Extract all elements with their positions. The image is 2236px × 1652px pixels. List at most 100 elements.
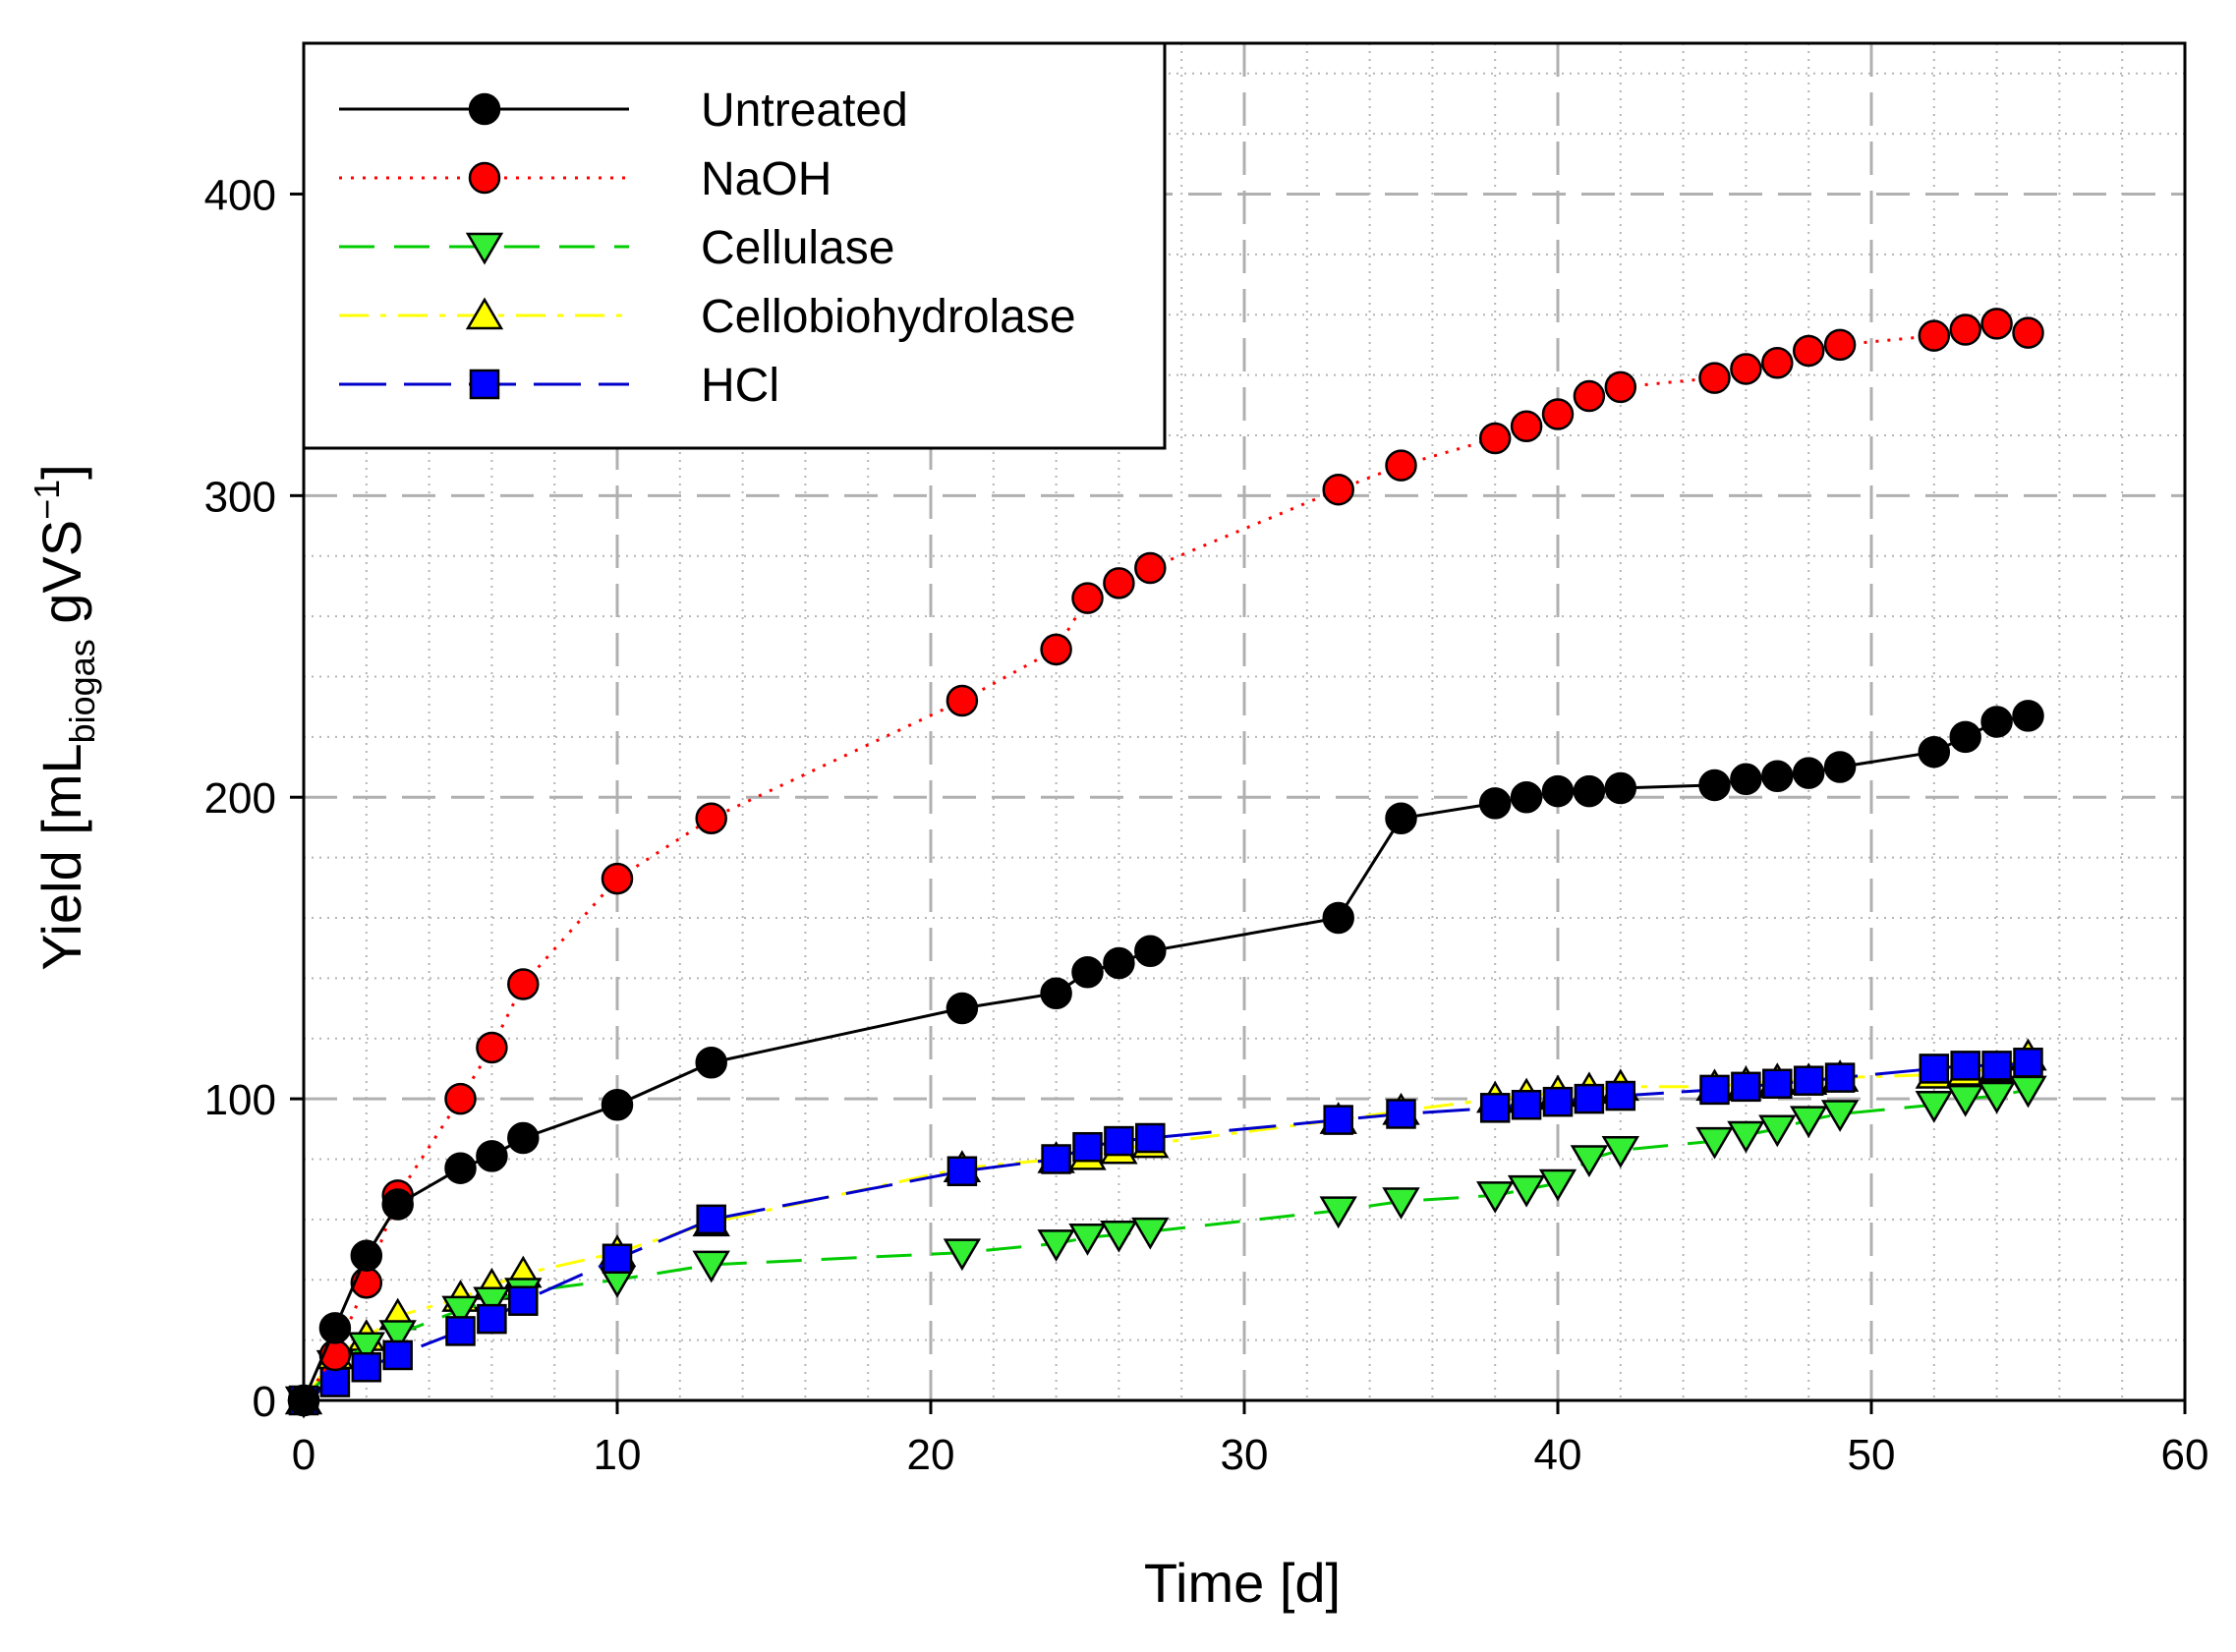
data-point-naoh <box>1478 422 1512 455</box>
legend: Untreated NaOH Cellulase Cellobiohydrolase H… <box>302 41 1167 450</box>
data-point-hcl <box>602 1243 633 1275</box>
x-tick-label: 30 <box>1221 1431 1269 1479</box>
data-point-untreated <box>1478 787 1512 820</box>
data-point-hcl <box>1919 1054 1950 1084</box>
data-point-hcl <box>1731 1071 1761 1103</box>
data-point-hcl <box>1104 1125 1134 1157</box>
data-point-untreated <box>1949 720 1981 754</box>
data-point-hcl <box>382 1339 413 1371</box>
data-point-hcl <box>1824 1062 1856 1093</box>
data-point-naoh <box>1949 313 1981 346</box>
data-point-naoh <box>1573 379 1606 413</box>
data-point-hcl <box>1574 1083 1605 1114</box>
legend-marker-cellobiohydrolase <box>465 297 504 330</box>
x-tick-label: 0 <box>292 1431 315 1479</box>
series-untreated <box>287 700 2044 1417</box>
data-point-hcl <box>1950 1051 1980 1081</box>
legend-item-cellobiohydrolase: Cellobiohydrolase <box>339 291 1076 343</box>
data-point-naoh <box>946 684 979 717</box>
data-point-cellulase <box>1382 1187 1420 1220</box>
y-tick-label: 300 <box>204 473 276 521</box>
data-point-cellulase <box>1695 1126 1734 1160</box>
data-point-naoh <box>1918 319 1951 352</box>
data-point-cellulase <box>1507 1174 1546 1208</box>
y-axis-title-prefix: Yield [mL <box>30 743 92 970</box>
data-point-untreated <box>1573 774 1606 808</box>
data-point-untreated <box>1103 946 1135 980</box>
legend-marker-cellulase <box>465 232 504 265</box>
legend-item-naoh: NaOH <box>339 153 831 205</box>
y-axis-title: Yield [mLbiogas gVS−1] <box>27 464 102 970</box>
data-point-untreated <box>1918 735 1951 769</box>
data-point-cellulase <box>1820 1100 1860 1132</box>
data-point-hcl <box>508 1285 539 1316</box>
x-axis-title: Time [d] <box>1144 1552 1341 1614</box>
data-point-untreated <box>1823 751 1857 783</box>
data-point-cellulase <box>1727 1120 1765 1154</box>
legend-item-hcl: HCl <box>339 360 779 412</box>
data-point-hcl <box>1699 1074 1730 1106</box>
data-point-naoh <box>1134 551 1167 585</box>
data-point-hcl <box>1542 1086 1574 1117</box>
data-point-naoh <box>1604 370 1637 404</box>
data-point-cellulase <box>1100 1220 1138 1253</box>
y-axis-title-suffix: ] <box>30 464 92 480</box>
data-point-hcl <box>319 1367 351 1397</box>
data-point-naoh <box>601 862 634 895</box>
y-tick-label: 200 <box>204 774 276 823</box>
data-point-naoh <box>1510 410 1543 442</box>
data-point-hcl <box>445 1316 476 1346</box>
data-point-untreated <box>1698 769 1731 802</box>
data-point-naoh <box>1823 328 1857 362</box>
data-point-hcl <box>946 1156 978 1187</box>
data-point-untreated <box>507 1121 540 1155</box>
data-point-untreated <box>1792 757 1825 789</box>
data-point-naoh <box>695 802 727 834</box>
data-point-untreated <box>1541 774 1575 808</box>
data-point-hcl <box>2013 1048 2043 1078</box>
data-point-hcl <box>1762 1068 1793 1100</box>
data-point-hcl <box>1072 1131 1103 1163</box>
data-point-naoh <box>1698 362 1731 394</box>
y-axis-title-subscript: biogas <box>62 639 102 743</box>
data-point-cellulase <box>1915 1090 1953 1123</box>
x-tick-label: 20 <box>907 1431 955 1479</box>
data-point-cellulase <box>1601 1136 1639 1168</box>
data-point-naoh <box>1322 473 1354 506</box>
data-point-hcl <box>1041 1144 1071 1174</box>
legend-box <box>302 41 1167 450</box>
data-point-hcl <box>696 1204 726 1235</box>
x-tick-label: 40 <box>1534 1431 1582 1479</box>
data-point-untreated <box>444 1152 477 1184</box>
y-tick-label: 400 <box>204 171 276 219</box>
data-point-cellulase <box>1978 1081 2016 1114</box>
data-point-untreated <box>601 1088 634 1121</box>
data-point-cellulase <box>1758 1114 1797 1148</box>
data-point-naoh <box>1792 334 1825 368</box>
data-point-untreated <box>1071 955 1104 989</box>
axis-ticks <box>290 192 2187 1414</box>
data-point-cellulase <box>692 1250 730 1283</box>
data-point-naoh <box>1980 308 2013 340</box>
data-point-naoh <box>1040 633 1072 666</box>
y-tick-label: 0 <box>253 1378 276 1426</box>
legend-label-cellobiohydrolase: Cellobiohydrolase <box>701 291 1076 343</box>
data-point-hcl <box>1135 1122 1166 1154</box>
y-axis-title-unit: gVS <box>30 520 92 639</box>
data-point-hcl <box>1793 1065 1824 1096</box>
series-layer <box>284 308 2047 1419</box>
data-point-naoh <box>1103 567 1135 599</box>
data-point-untreated <box>1322 901 1354 935</box>
legend-marker-hcl <box>469 369 500 400</box>
data-point-untreated <box>1385 802 1417 834</box>
data-point-untreated <box>318 1312 352 1344</box>
data-point-untreated <box>1761 760 1794 792</box>
data-point-cellulase <box>1068 1224 1107 1256</box>
data-point-untreated <box>1134 935 1167 967</box>
y-axis-title-superscript: −1 <box>27 480 67 520</box>
data-point-hcl <box>477 1303 507 1335</box>
data-point-cellulase <box>1037 1229 1075 1262</box>
data-point-untreated <box>1730 763 1762 796</box>
data-point-naoh <box>1071 582 1104 614</box>
